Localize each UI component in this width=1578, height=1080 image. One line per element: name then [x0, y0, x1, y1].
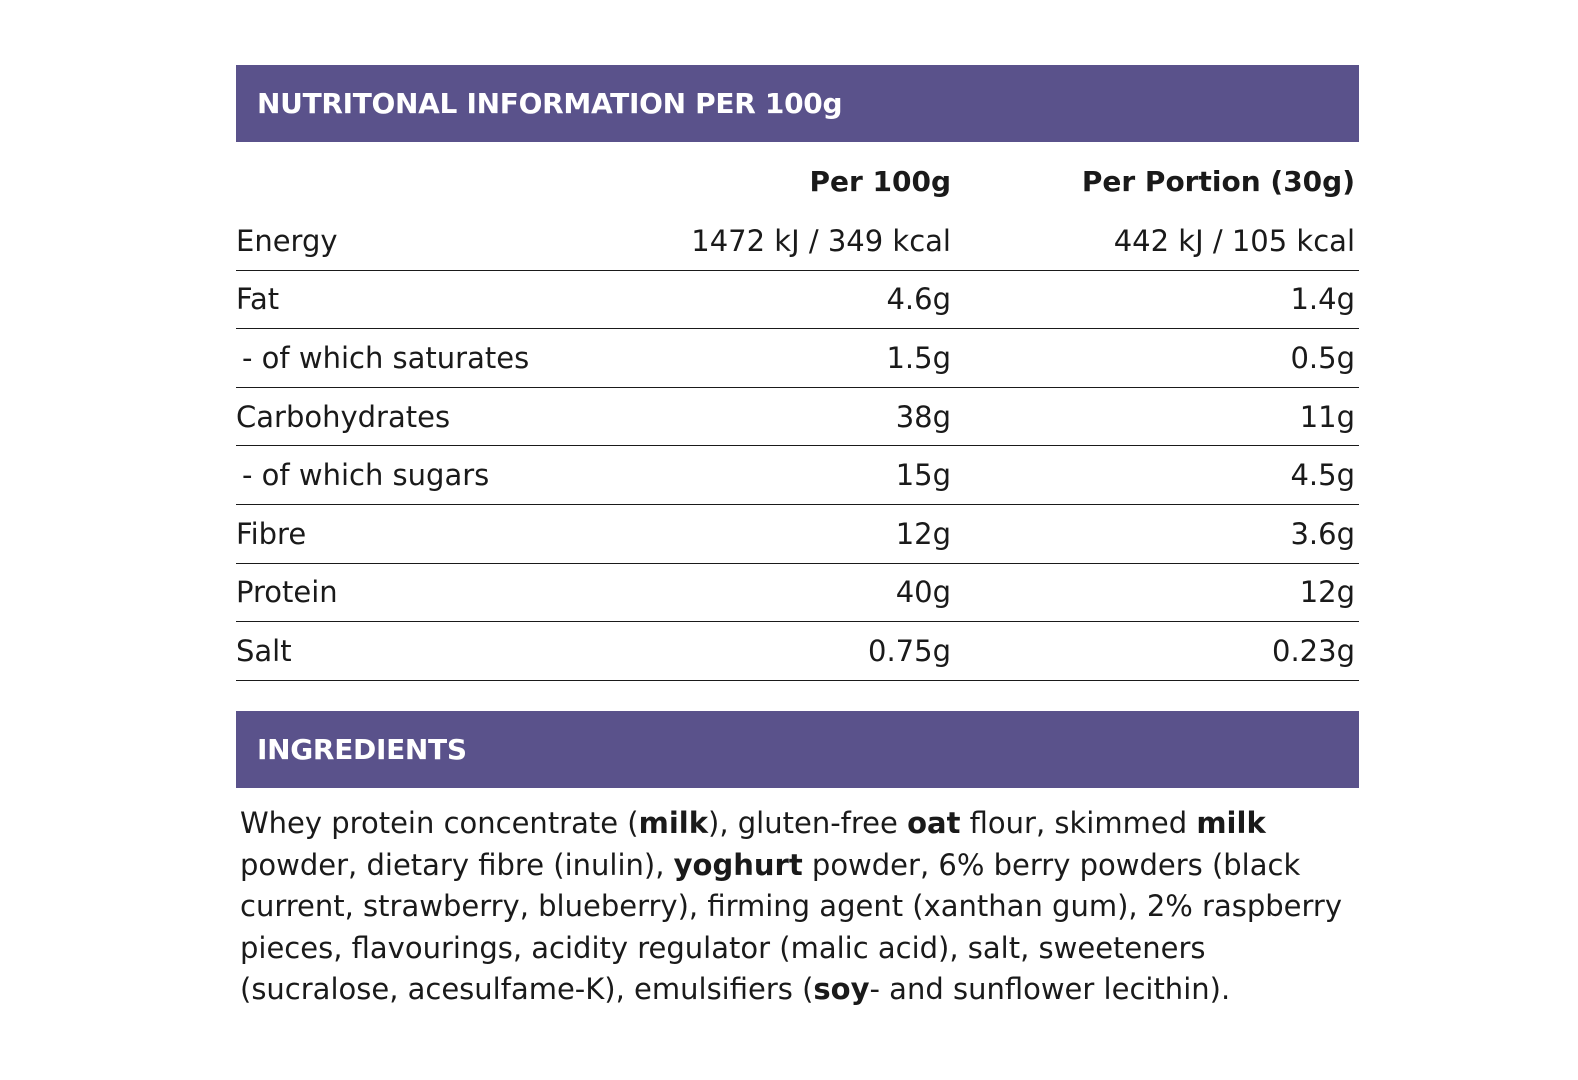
allergen-text: oat [907, 806, 961, 840]
table-row: Fibre 12g 3.6g [236, 505, 1359, 564]
nutrient-label: - of which sugars [242, 458, 490, 493]
nutrition-title: NUTRITONAL INFORMATION PER 100g [257, 87, 843, 120]
value-per-100g: 0.75g [868, 633, 951, 668]
header-per-100g: Per 100g [809, 164, 951, 198]
value-per-100g: 15g [895, 458, 951, 493]
allergen-text: yoghurt [673, 847, 803, 882]
table-row: - of which saturates 1.5g 0.5g [236, 329, 1359, 388]
allergen-text: milk [638, 806, 709, 840]
table-row: Energy 1472 kJ / 349 kcal 442 kJ / 105 kca… [236, 212, 1359, 271]
value-per-100g: 38g [895, 399, 951, 434]
ingredient-text: flour, skimmed [960, 806, 1197, 840]
ingredient-text: - and sunflower lecithin). [869, 972, 1231, 1007]
value-per-portion: 12g [1299, 575, 1355, 610]
value-per-100g: 1.5g [886, 340, 951, 375]
ingredient-text: powder, 6% berry powders (black current,… [240, 847, 1343, 1007]
value-per-portion: 1.4g [1290, 282, 1355, 317]
value-per-portion: 4.5g [1290, 458, 1355, 493]
allergen-text: soy [813, 972, 870, 1007]
ingredient-text: ), gluten-free [708, 806, 908, 840]
nutrient-label: Carbohydrates [236, 399, 451, 434]
value-per-100g: 4.6g [886, 282, 951, 317]
ingredients-title: INGREDIENTS [257, 733, 467, 766]
ingredient-text: Whey protein concentrate ( [240, 806, 639, 840]
nutrient-label: Energy [236, 223, 338, 258]
nutrient-label: Fibre [236, 516, 307, 551]
ingredients-text: Whey protein concentrate (milk), gluten-… [240, 803, 1350, 1011]
nutrient-label: Protein [236, 575, 338, 610]
value-per-portion: 11g [1299, 399, 1355, 434]
ingredient-text: powder, dietary fibre (inulin), [240, 847, 674, 882]
header-per-portion: Per Portion (30g) [1081, 164, 1355, 198]
allergen-text: milk [1196, 806, 1266, 840]
ingredients-title-banner: INGREDIENTS [236, 711, 1359, 788]
table-row: Salt 0.75g 0.23g [236, 622, 1359, 681]
value-per-100g: 12g [895, 516, 951, 551]
value-per-portion: 0.23g [1272, 633, 1355, 668]
value-per-portion: 3.6g [1290, 516, 1355, 551]
value-per-100g: 40g [895, 575, 951, 610]
value-per-100g: 1472 kJ / 349 kcal [691, 223, 951, 258]
value-per-portion: 442 kJ / 105 kcal [1113, 223, 1355, 258]
nutrient-label: Salt [236, 633, 292, 668]
table-row: - of which sugars 15g 4.5g [236, 446, 1359, 505]
nutrient-label: Fat [236, 282, 280, 317]
value-per-portion: 0.5g [1290, 340, 1355, 375]
nutrition-title-banner: NUTRITONAL INFORMATION PER 100g [236, 65, 1359, 142]
table-row: Fat 4.6g 1.4g [236, 271, 1359, 330]
nutrition-table: Per 100g Per Portion (30g) Energy 1472 kJ… [236, 150, 1359, 681]
nutrient-label: - of which saturates [242, 340, 530, 375]
nutrition-header-row: Per 100g Per Portion (30g) [236, 150, 1359, 212]
table-row: Protein 40g 12g [236, 564, 1359, 623]
nutrition-rows: Energy 1472 kJ / 349 kcal 442 kJ / 105 kca… [236, 212, 1359, 681]
table-row: Carbohydrates 38g 11g [236, 388, 1359, 447]
